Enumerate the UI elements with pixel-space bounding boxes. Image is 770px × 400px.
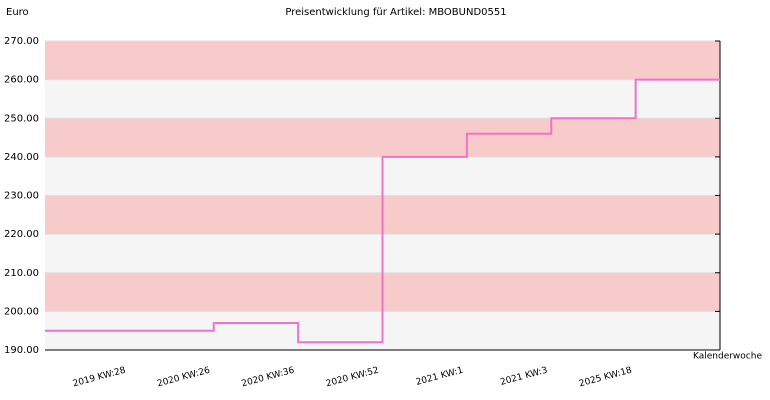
y-axis-label: Euro xyxy=(6,7,29,18)
x-tick-label: 2025 KW:18 xyxy=(578,366,633,390)
chart-title: Preisentwicklung für Artikel: MBOBUND055… xyxy=(285,7,506,18)
y-tick-label: 260.00 xyxy=(4,75,39,86)
x-tick-label: 2021 KW:3 xyxy=(499,366,548,388)
y-tick-label: 200.00 xyxy=(4,306,39,317)
x-tick-label: 2019 KW:28 xyxy=(72,366,127,390)
x-tick-label: 2021 KW:1 xyxy=(415,366,464,388)
x-tick-label: 2020 KW:26 xyxy=(156,366,211,390)
x-tick-label: 2020 KW:52 xyxy=(325,366,380,390)
y-tick-label: 190.00 xyxy=(4,345,39,356)
x-axis-label: Kalenderwoche xyxy=(693,352,762,362)
y-tick-label: 270.00 xyxy=(4,36,39,47)
background-band xyxy=(45,79,720,119)
price-line xyxy=(45,78,720,344)
y-tick-label: 210.00 xyxy=(4,268,39,279)
y-tick-label: 250.00 xyxy=(4,113,39,124)
y-tick-label: 230.00 xyxy=(4,191,39,202)
x-tick-label: 2020 KW:36 xyxy=(241,366,296,390)
y-tick-label: 240.00 xyxy=(4,152,39,163)
background-band xyxy=(45,118,720,157)
y-tick-label: 220.00 xyxy=(4,229,39,240)
background-band xyxy=(45,41,720,80)
